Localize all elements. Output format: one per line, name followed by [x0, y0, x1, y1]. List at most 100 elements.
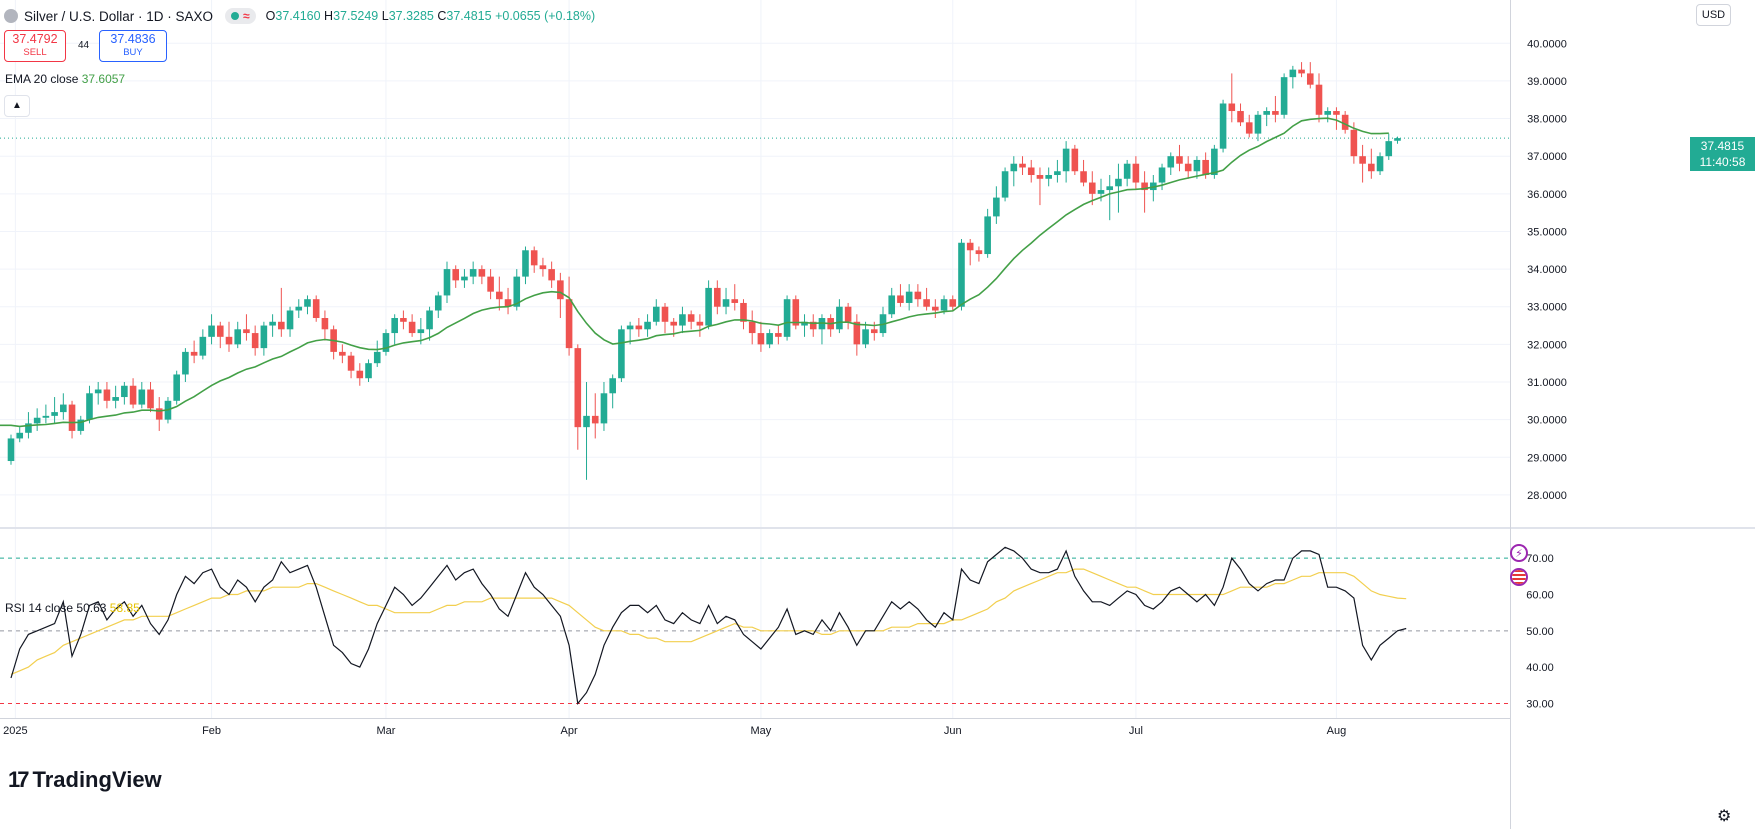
candle-body[interactable] — [225, 336, 233, 345]
candle-body[interactable] — [339, 351, 346, 356]
candle-body[interactable] — [1306, 73, 1314, 85]
candle-body[interactable] — [591, 415, 599, 424]
candle-body[interactable] — [844, 306, 852, 322]
candle-body[interactable] — [312, 299, 320, 319]
candle-body[interactable] — [1141, 182, 1148, 191]
candle-body[interactable] — [914, 291, 922, 300]
candle-body[interactable] — [1324, 111, 1332, 115]
candle-body[interactable] — [190, 351, 198, 356]
candle-body[interactable] — [94, 389, 102, 394]
candle-body[interactable] — [504, 299, 512, 307]
candle-body[interactable] — [548, 269, 555, 281]
candle-body[interactable] — [888, 295, 896, 315]
candle-body[interactable] — [356, 370, 364, 379]
candle-body[interactable] — [1394, 138, 1401, 141]
candle-body[interactable] — [1001, 171, 1009, 198]
candle-body[interactable] — [522, 250, 529, 277]
candle-body[interactable] — [51, 412, 58, 416]
candle-body[interactable] — [461, 276, 468, 281]
candle-body[interactable] — [60, 404, 67, 413]
candle-body[interactable] — [600, 393, 608, 424]
candle-body[interactable] — [870, 329, 878, 334]
candle-body[interactable] — [897, 295, 904, 303]
candle-body[interactable] — [382, 333, 390, 352]
candle-body[interactable] — [25, 423, 32, 433]
candle-body[interactable] — [775, 333, 782, 337]
candle-body[interactable] — [365, 363, 372, 379]
candle-body[interactable] — [121, 385, 128, 398]
buy-button[interactable]: 37.4836 BUY — [99, 30, 167, 62]
candle-body[interactable] — [1237, 111, 1244, 123]
candle-body[interactable] — [42, 415, 50, 418]
candle-body[interactable] — [652, 306, 660, 322]
candle-body[interactable] — [182, 351, 189, 375]
candle-body[interactable] — [1219, 103, 1227, 149]
candle-body[interactable] — [905, 291, 913, 303]
candle-body[interactable] — [147, 389, 154, 409]
candle-body[interactable] — [1202, 159, 1209, 176]
candle-body[interactable] — [243, 329, 250, 334]
candle-body[interactable] — [1350, 129, 1358, 157]
candle-body[interactable] — [618, 329, 625, 379]
candle-body[interactable] — [609, 378, 616, 394]
candle-body[interactable] — [1228, 103, 1236, 112]
candle-body[interactable] — [696, 321, 704, 326]
candle-body[interactable] — [304, 299, 311, 307]
candle-body[interactable] — [1010, 163, 1018, 172]
rsi-legend[interactable]: RSI 14 close 50.63 58.85 — [5, 601, 140, 615]
candle-body[interactable] — [1289, 69, 1297, 78]
candle-body[interactable] — [251, 333, 259, 349]
candle-body[interactable] — [1132, 163, 1140, 183]
candle-body[interactable] — [853, 321, 861, 345]
candle-body[interactable] — [1359, 156, 1366, 164]
candle-body[interactable] — [1193, 159, 1201, 172]
candle-body[interactable] — [679, 314, 686, 326]
candle-body[interactable] — [966, 242, 974, 251]
candle-body[interactable] — [670, 321, 678, 326]
candle-body[interactable] — [783, 299, 791, 337]
rsi-ma-line[interactable] — [10, 568, 1407, 675]
candle-body[interactable] — [1167, 156, 1175, 168]
candle-body[interactable] — [496, 291, 503, 300]
candle-body[interactable] — [714, 287, 721, 307]
ema-legend[interactable]: EMA 20 close 37.6057 — [5, 72, 125, 86]
candle-body[interactable] — [234, 329, 242, 345]
candle-body[interactable] — [792, 299, 800, 326]
candle-body[interactable] — [77, 419, 85, 431]
market-status-pill[interactable]: ≈ — [225, 8, 256, 24]
candle-body[interactable] — [975, 250, 983, 255]
candle-body[interactable] — [86, 393, 93, 420]
candle-body[interactable] — [347, 355, 355, 371]
candle-body[interactable] — [731, 299, 739, 303]
symbol-info[interactable]: Silver / U.S. Dollar · 1D · SAXO — [4, 9, 213, 24]
candle-body[interactable] — [993, 197, 1000, 217]
candle-body[interactable] — [260, 325, 268, 349]
candle-body[interactable] — [1071, 148, 1079, 172]
candle-body[interactable] — [1158, 167, 1166, 183]
currency-button[interactable]: USD — [1696, 4, 1731, 26]
candle-body[interactable] — [321, 318, 329, 330]
candle-body[interactable] — [574, 348, 582, 428]
gear-icon[interactable]: ⚙ — [1717, 808, 1732, 825]
candle-body[interactable] — [958, 242, 965, 307]
candle-body[interactable] — [1333, 111, 1340, 115]
candle-body[interactable] — [1254, 114, 1262, 134]
candle-body[interactable] — [1019, 163, 1026, 168]
candle-body[interactable] — [740, 302, 747, 322]
candle-body[interactable] — [1123, 163, 1131, 179]
candle-body[interactable] — [940, 299, 948, 311]
candle-body[interactable] — [400, 318, 407, 322]
candle-body[interactable] — [1341, 114, 1349, 130]
candle-body[interactable] — [661, 306, 669, 322]
candle-body[interactable] — [1263, 111, 1270, 115]
candle-body[interactable] — [1080, 171, 1087, 183]
candle-body[interactable] — [478, 269, 486, 277]
candle-body[interactable] — [1097, 190, 1105, 194]
candle-body[interactable] — [1088, 182, 1096, 194]
candle-body[interactable] — [155, 408, 163, 420]
candle-body[interactable] — [452, 269, 460, 281]
candle-body[interactable] — [687, 314, 695, 322]
candle-body[interactable] — [766, 333, 773, 345]
candle-body[interactable] — [33, 417, 41, 424]
candle-body[interactable] — [565, 299, 573, 349]
